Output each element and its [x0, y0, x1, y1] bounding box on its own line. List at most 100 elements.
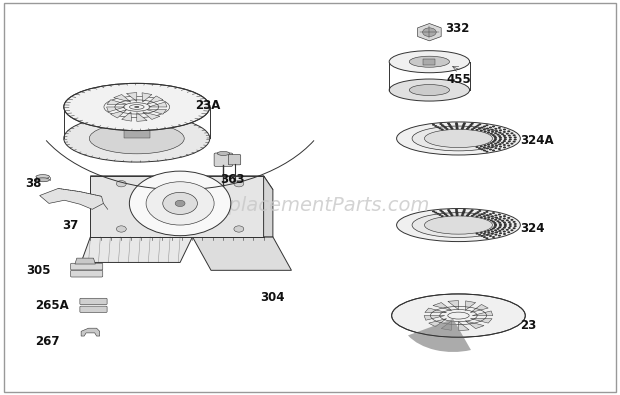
Circle shape: [471, 209, 474, 211]
Polygon shape: [107, 107, 125, 112]
Circle shape: [504, 225, 507, 227]
Circle shape: [489, 149, 492, 150]
Circle shape: [490, 229, 493, 231]
Circle shape: [476, 233, 479, 235]
Circle shape: [455, 209, 458, 211]
Circle shape: [495, 145, 498, 147]
Circle shape: [498, 235, 501, 237]
Circle shape: [487, 218, 490, 220]
Ellipse shape: [425, 216, 492, 234]
Circle shape: [455, 122, 458, 124]
Circle shape: [471, 128, 474, 130]
Circle shape: [466, 214, 469, 216]
Circle shape: [494, 147, 497, 149]
Bar: [123, 120, 150, 137]
Circle shape: [513, 227, 516, 229]
Circle shape: [503, 144, 506, 146]
Circle shape: [503, 140, 506, 142]
Circle shape: [463, 209, 466, 211]
Polygon shape: [149, 102, 167, 107]
Circle shape: [492, 236, 495, 238]
Text: 332: 332: [445, 22, 469, 35]
Polygon shape: [418, 24, 441, 41]
Circle shape: [504, 223, 507, 225]
Circle shape: [503, 131, 506, 133]
Text: 363: 363: [220, 173, 245, 186]
Circle shape: [463, 124, 466, 126]
Circle shape: [476, 124, 479, 126]
Circle shape: [485, 237, 489, 239]
Circle shape: [480, 232, 483, 234]
Circle shape: [455, 210, 458, 212]
Circle shape: [234, 226, 244, 232]
Circle shape: [117, 226, 126, 232]
Text: 267: 267: [35, 335, 60, 348]
Text: 304: 304: [260, 292, 285, 305]
FancyBboxPatch shape: [228, 154, 241, 165]
Circle shape: [461, 214, 464, 216]
Text: 37: 37: [63, 218, 79, 231]
Polygon shape: [471, 319, 492, 323]
Circle shape: [456, 214, 459, 216]
Ellipse shape: [409, 56, 450, 67]
Circle shape: [487, 216, 490, 218]
Circle shape: [447, 209, 450, 211]
Circle shape: [489, 213, 492, 215]
Circle shape: [504, 137, 507, 139]
Circle shape: [501, 220, 504, 222]
Circle shape: [487, 132, 490, 134]
Circle shape: [461, 213, 464, 215]
Circle shape: [491, 215, 494, 217]
Circle shape: [513, 221, 516, 223]
Circle shape: [484, 217, 487, 219]
Circle shape: [501, 228, 504, 230]
Circle shape: [480, 235, 484, 237]
Circle shape: [450, 126, 453, 128]
Circle shape: [492, 126, 495, 128]
Circle shape: [508, 227, 511, 229]
Circle shape: [495, 130, 498, 132]
Circle shape: [491, 233, 494, 235]
Circle shape: [494, 222, 497, 224]
Circle shape: [492, 134, 495, 136]
Circle shape: [444, 213, 447, 215]
Circle shape: [491, 129, 494, 131]
Circle shape: [432, 211, 435, 213]
Circle shape: [234, 181, 244, 187]
Circle shape: [509, 225, 512, 227]
FancyBboxPatch shape: [71, 263, 103, 270]
Circle shape: [514, 139, 517, 141]
Circle shape: [492, 212, 495, 214]
Circle shape: [487, 130, 490, 132]
Polygon shape: [425, 308, 446, 312]
Polygon shape: [147, 109, 167, 114]
Circle shape: [499, 138, 502, 140]
Circle shape: [480, 213, 484, 215]
Circle shape: [498, 230, 502, 232]
Circle shape: [507, 217, 510, 219]
Ellipse shape: [397, 122, 520, 155]
Text: 265A: 265A: [35, 299, 68, 312]
Circle shape: [503, 233, 506, 235]
Circle shape: [447, 122, 450, 124]
Text: 324A: 324A: [520, 134, 554, 147]
Circle shape: [490, 219, 493, 221]
Polygon shape: [81, 328, 100, 336]
Ellipse shape: [425, 130, 492, 148]
Circle shape: [440, 123, 443, 125]
Circle shape: [467, 126, 470, 128]
Circle shape: [503, 231, 506, 233]
Circle shape: [443, 212, 446, 214]
Circle shape: [476, 216, 479, 217]
Circle shape: [485, 124, 489, 126]
Circle shape: [441, 215, 444, 217]
Ellipse shape: [64, 83, 210, 131]
Circle shape: [472, 127, 476, 129]
Circle shape: [510, 219, 513, 221]
Circle shape: [489, 235, 492, 237]
Circle shape: [494, 226, 497, 228]
Circle shape: [486, 234, 489, 236]
Text: 305: 305: [27, 264, 51, 277]
Circle shape: [438, 127, 441, 129]
Circle shape: [478, 214, 481, 216]
